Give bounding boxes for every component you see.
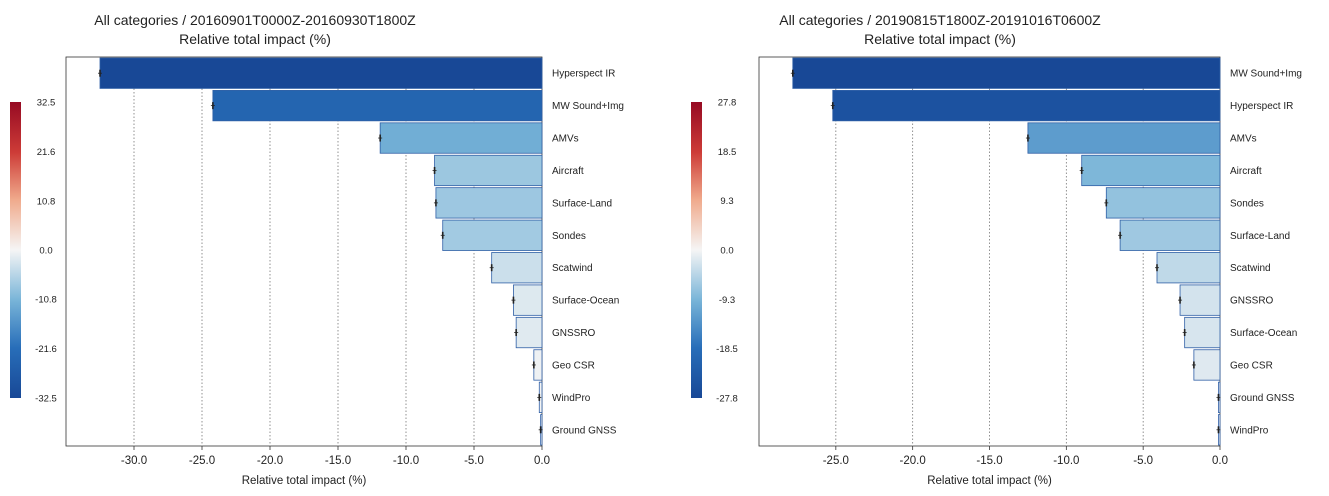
category-label: Ground GNSS <box>1230 393 1295 404</box>
x-axis-label: Relative total impact (%) <box>927 475 1052 487</box>
x-tick-label: -5.0 <box>464 455 484 467</box>
colorbar <box>10 102 21 398</box>
colorbar-tick-label: 18.5 <box>718 147 737 158</box>
chart-subtitle: Relative total impact (%) <box>864 31 1016 47</box>
category-label: Surface-Ocean <box>552 296 619 307</box>
category-label: Sondes <box>552 231 586 242</box>
bar <box>435 187 543 219</box>
x-tick-label: -10.0 <box>1053 455 1079 467</box>
colorbar-tick-label: 0.0 <box>39 246 52 257</box>
bar <box>212 90 543 122</box>
category-label: GNSSRO <box>1230 296 1274 307</box>
x-tick-label: -30.0 <box>121 455 147 467</box>
colorbar-tick-label: -21.6 <box>35 344 57 355</box>
category-label: GNSSRO <box>552 328 596 339</box>
bar <box>1027 122 1221 154</box>
bar <box>442 219 543 251</box>
x-tick-label: -20.0 <box>900 455 926 467</box>
x-tick-label: 0.0 <box>534 455 550 467</box>
category-label: MW Sound+Img <box>552 101 624 112</box>
bar <box>1184 316 1221 349</box>
x-tick-label: -25.0 <box>189 455 215 467</box>
colorbar-tick-label: -10.8 <box>35 295 57 306</box>
bar-chart-left: All categories / 20160901T0000Z-20160930… <box>10 12 624 487</box>
category-label: Aircraft <box>1230 166 1262 177</box>
colorbar-tick-label: 27.8 <box>718 98 737 109</box>
bar <box>99 57 543 89</box>
bar <box>379 122 543 154</box>
bar <box>513 284 543 316</box>
x-tick-label: -10.0 <box>393 455 419 467</box>
bar <box>1179 284 1221 316</box>
x-tick-label: 0.0 <box>1212 455 1228 467</box>
colorbar <box>691 102 702 398</box>
category-label: Aircraft <box>552 166 584 177</box>
bar <box>1105 187 1221 219</box>
colorbar-tick-label: -18.5 <box>716 344 738 355</box>
category-label: WindPro <box>552 393 591 404</box>
x-tick-label: -5.0 <box>1133 455 1153 467</box>
colorbar-tick-label: 10.8 <box>37 196 56 207</box>
bar <box>792 57 1221 89</box>
bar <box>1119 219 1221 251</box>
category-label: Ground GNSS <box>552 425 617 436</box>
bar <box>434 154 543 187</box>
x-axis-label: Relative total impact (%) <box>242 475 367 487</box>
category-label: Hyperspect IR <box>1230 101 1293 112</box>
bar-chart-right: All categories / 20190815T1800Z-20191016… <box>691 12 1302 487</box>
category-label: Scatwind <box>1230 263 1271 274</box>
category-label: MW Sound+Img <box>1230 69 1302 80</box>
category-label: Geo CSR <box>1230 360 1273 371</box>
category-label: Surface-Land <box>552 198 612 209</box>
bar <box>515 316 543 349</box>
colorbar-tick-label: 9.3 <box>720 196 733 207</box>
category-label: Surface-Ocean <box>1230 328 1297 339</box>
bar <box>1193 349 1221 381</box>
category-label: Scatwind <box>552 263 593 274</box>
chart-title: All categories / 20190815T1800Z-20191016… <box>779 12 1101 28</box>
x-tick-label: -15.0 <box>976 455 1002 467</box>
category-label: AMVs <box>552 134 579 145</box>
chart-panel-right: All categories / 20190815T1800Z-20191016… <box>665 0 1329 496</box>
x-tick-label: -20.0 <box>257 455 283 467</box>
colorbar-tick-label: 32.5 <box>37 98 56 109</box>
colorbar-tick-label: 0.0 <box>720 246 733 257</box>
chart-title: All categories / 20160901T0000Z-20160930… <box>94 12 416 28</box>
category-label: WindPro <box>1230 425 1269 436</box>
bar <box>832 90 1221 122</box>
bar <box>1081 154 1221 187</box>
category-label: Sondes <box>1230 198 1264 209</box>
category-label: Surface-Land <box>1230 231 1290 242</box>
category-label: AMVs <box>1230 134 1257 145</box>
chart-subtitle: Relative total impact (%) <box>179 31 331 47</box>
plot-frame <box>65 56 543 447</box>
category-label: Hyperspect IR <box>552 69 615 80</box>
bar <box>1156 252 1221 284</box>
colorbar-tick-label: -27.8 <box>716 394 738 405</box>
x-tick-label: -15.0 <box>325 455 351 467</box>
bar <box>491 252 543 284</box>
colorbar-tick-label: -32.5 <box>35 394 57 405</box>
colorbar-tick-label: -9.3 <box>719 295 735 306</box>
category-label: Geo CSR <box>552 360 595 371</box>
x-tick-label: -25.0 <box>823 455 849 467</box>
colorbar-tick-label: 21.6 <box>37 147 56 158</box>
chart-panel-left: All categories / 20160901T0000Z-20160930… <box>0 0 664 496</box>
